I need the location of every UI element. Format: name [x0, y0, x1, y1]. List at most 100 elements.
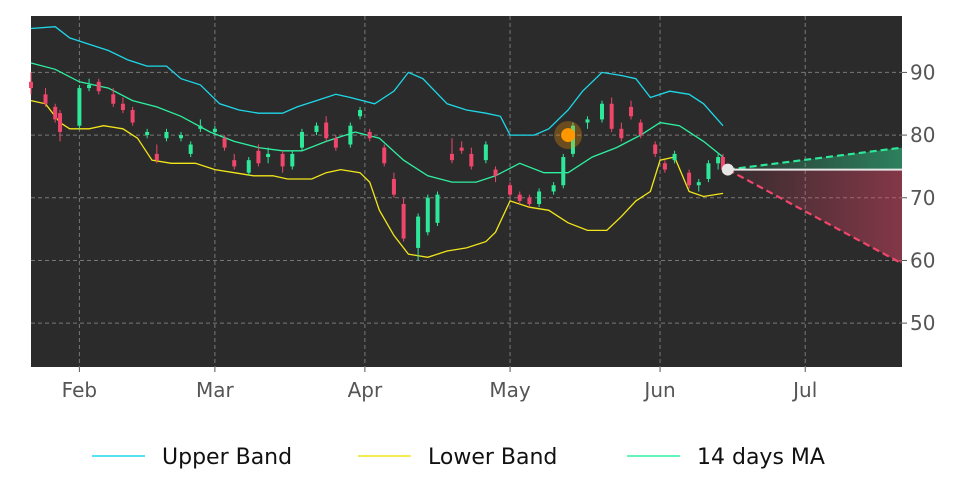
- candle: [508, 182, 513, 198]
- candle: [96, 78, 101, 95]
- legend-label: 14 days MA: [697, 445, 825, 470]
- candle-body: [416, 216, 421, 248]
- candle: [449, 138, 454, 164]
- candle: [232, 153, 237, 170]
- lower-band-line: [30, 99, 724, 258]
- legend-label: Upper Band: [162, 445, 292, 470]
- candle-body: [333, 138, 338, 148]
- candle-body: [537, 191, 542, 205]
- forecast: [727, 146, 903, 265]
- y-tick-label: 60: [910, 248, 935, 272]
- candle-body: [179, 135, 184, 139]
- candle-body: [232, 160, 237, 167]
- candle: [391, 172, 396, 198]
- candle-body: [391, 178, 396, 195]
- candle: [416, 213, 421, 261]
- candle-body: [585, 119, 590, 123]
- candle-body: [314, 125, 319, 132]
- x-tick-label: Mar: [196, 378, 235, 402]
- candle-body: [629, 106, 634, 117]
- candle: [188, 141, 193, 158]
- candle: [290, 150, 295, 170]
- candle: [266, 147, 271, 164]
- x-tick-label: Apr: [348, 378, 383, 402]
- candle-body: [672, 153, 677, 161]
- candle-body: [58, 113, 63, 132]
- candle: [280, 150, 285, 173]
- candle-body: [449, 153, 454, 161]
- candle-body: [145, 131, 150, 136]
- candle: [222, 135, 227, 151]
- candle: [672, 150, 677, 164]
- candle-body: [96, 81, 101, 92]
- candle-body: [29, 81, 33, 89]
- candle: [120, 97, 125, 114]
- candle-body: [459, 147, 464, 151]
- candle: [551, 182, 556, 195]
- candle: [401, 197, 406, 242]
- candle: [382, 144, 387, 167]
- candle-body: [599, 103, 604, 120]
- markers: [554, 121, 734, 176]
- candle-body: [130, 110, 135, 123]
- candle-body: [401, 204, 406, 239]
- current-price-dot: [721, 163, 734, 176]
- candle: [43, 88, 48, 107]
- candle-body: [290, 153, 295, 167]
- candle-body: [425, 197, 430, 233]
- candle-body: [706, 163, 711, 179]
- candle: [348, 122, 353, 148]
- candle-body: [188, 144, 193, 154]
- candle: [324, 116, 329, 142]
- candle: [706, 160, 711, 183]
- candle: [77, 84, 82, 129]
- candle: [537, 188, 542, 208]
- candle: [358, 106, 363, 120]
- x-tick-label: Jul: [791, 378, 817, 402]
- candle-body: [435, 194, 440, 223]
- signal-marker: [561, 128, 576, 143]
- candle: [58, 110, 63, 142]
- candle-body: [53, 106, 58, 120]
- candle-body: [517, 194, 522, 201]
- candle: [53, 103, 58, 123]
- candle-body: [266, 153, 271, 158]
- x-tick-label: Feb: [62, 378, 97, 402]
- candle: [179, 131, 184, 142]
- candle-body: [720, 157, 725, 170]
- y-tick-label: 70: [910, 186, 935, 210]
- candle-body: [87, 84, 92, 89]
- candle-body: [348, 125, 353, 145]
- candle: [619, 122, 624, 142]
- candle-body: [164, 131, 169, 139]
- candle-body: [653, 144, 658, 154]
- candle-body: [280, 153, 285, 167]
- candle: [493, 166, 498, 183]
- candle: [111, 88, 116, 107]
- candle-body: [111, 94, 116, 104]
- candle-body: [256, 150, 261, 164]
- bands: [30, 26, 724, 258]
- candle-body: [662, 163, 667, 170]
- legend: Upper Band Lower Band 14 days MA: [92, 445, 825, 470]
- candle: [662, 160, 667, 173]
- candle-body: [508, 185, 513, 195]
- candle: [246, 157, 251, 176]
- candle-body: [696, 182, 701, 186]
- candle: [483, 141, 488, 164]
- x-tick-label: Jun: [642, 378, 675, 402]
- candle: [333, 135, 338, 151]
- candle: [198, 119, 203, 132]
- candle: [459, 141, 464, 154]
- candle-body: [561, 157, 566, 186]
- candle-body: [619, 128, 624, 139]
- candle: [696, 178, 701, 192]
- candle: [609, 97, 614, 132]
- x-axis: Feb Mar Apr May Jun Jul: [62, 367, 817, 402]
- candle-body: [299, 131, 304, 148]
- ma-line: [30, 62, 724, 183]
- candle-body: [483, 144, 488, 161]
- candle: [435, 191, 440, 226]
- legend-lower-band: Lower Band: [358, 445, 557, 470]
- candle: [561, 153, 566, 189]
